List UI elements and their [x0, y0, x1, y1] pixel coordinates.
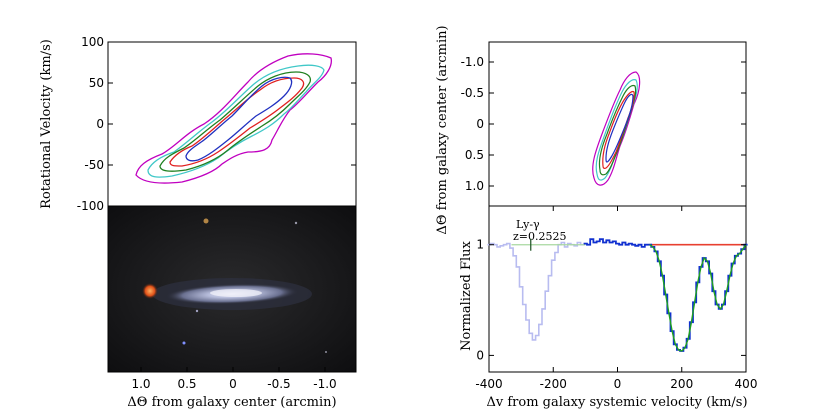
pv-contour-red: [169, 77, 305, 167]
img-xticks: [140, 367, 326, 372]
pp-ytick-label: 1.0: [465, 179, 484, 193]
pp-contours: [592, 71, 641, 186]
pv-contour-cyan: [147, 64, 325, 178]
spectrum-plot: [487, 238, 748, 352]
line-label: Ly-γ: [516, 218, 540, 231]
spec-xlabel: Δv from galaxy systemic velocity (km/s): [486, 395, 747, 410]
pv-panel: 100 50 0 -50 -100 Rotational Velocity (k…: [39, 35, 357, 213]
pp-contour-blue: [605, 93, 634, 163]
spec-axes-frame: [488, 205, 747, 373]
background-source: [195, 309, 199, 313]
img-xtick-label: 0.5: [177, 377, 196, 391]
pv-ytick-label: 0: [96, 117, 104, 131]
pp-ytick-label: -1.0: [461, 55, 484, 69]
img-xtick-labels: 1.0 0.5 0 -0.5 -1.0: [131, 377, 336, 391]
pp-ylabel: ΔΘ from galaxy center (arcmin): [435, 25, 450, 234]
pp-ytick-label: 0: [476, 117, 484, 131]
pv-ytick-label: -50: [84, 158, 104, 172]
background-source: [182, 341, 186, 345]
spec-xtick-label: 400: [735, 377, 758, 391]
model-fit: [649, 244, 747, 352]
pp-contour-cyan: [595, 79, 638, 181]
pp-yticks: [489, 61, 746, 187]
spec-xtick-label: -200: [540, 377, 567, 391]
spec-yticks: 10: [476, 238, 746, 362]
img-xtick-label: 0: [229, 377, 237, 391]
img-xtick-label: 1.0: [131, 377, 150, 391]
background-source: [325, 351, 327, 353]
spec-xtick-label: 200: [670, 377, 693, 391]
spec-ytick-label: 1: [476, 238, 484, 252]
background-source: [294, 221, 298, 225]
lya-annotation: Ly-γ z=0.2525: [513, 218, 567, 251]
galaxy-core: [210, 289, 262, 297]
background-source: [203, 218, 209, 224]
pv-ylabel: Rotational Velocity (km/s): [39, 39, 54, 209]
spec-ytick-label: 0: [476, 348, 484, 362]
galaxy-image-frame: [107, 205, 357, 373]
img-xtick-label: -1.0: [313, 377, 336, 391]
pv-ytick-label: 50: [89, 76, 104, 90]
pp-contour-green: [598, 84, 637, 176]
redshift-label: z=0.2525: [513, 230, 567, 243]
pv-ytick-label: -100: [77, 199, 104, 213]
pp-ytick-label: 0.5: [465, 148, 484, 162]
pv-axes-frame: [107, 41, 357, 207]
spec-ylabel: Normalized Flux: [459, 240, 474, 350]
pp-axes-frame: [488, 41, 747, 207]
spec-xtick-label: 0: [614, 377, 622, 391]
galaxy-image-panel: 1.0 0.5 0 -0.5 -1.0 ΔΘ from galaxy cente…: [107, 205, 357, 410]
spectrum-panel: -400 -200 0 200 400 10 Ly-γ z=0.2525 Normali…: [459, 205, 757, 410]
pp-ytick-labels: -1.0 -0.5 0 0.5 1.0: [461, 55, 484, 193]
pp-contour-magenta: [592, 71, 641, 186]
spec-xtick-label: -400: [475, 377, 502, 391]
foreground-star: [142, 283, 158, 299]
pv-ytick-labels: 100 50 0 -50 -100: [77, 35, 104, 213]
pv-contour-green: [159, 71, 312, 172]
pv-contours: [135, 53, 332, 184]
pv-ytick-label: 100: [81, 35, 104, 49]
pp-panel: -1.0 -0.5 0 0.5 1.0 ΔΘ from galaxy cente…: [435, 25, 747, 235]
masked-spectrum: [487, 241, 587, 341]
pp-ytick-label: -0.5: [461, 86, 484, 100]
spec-xticks: -400 -200 0 200 400: [475, 206, 757, 391]
pv-contour-blue: [185, 76, 293, 162]
img-xtick-label: -0.5: [267, 377, 290, 391]
img-xlabel: ΔΘ from galaxy center (arcmin): [127, 395, 336, 410]
pv-contour-magenta: [135, 53, 332, 184]
